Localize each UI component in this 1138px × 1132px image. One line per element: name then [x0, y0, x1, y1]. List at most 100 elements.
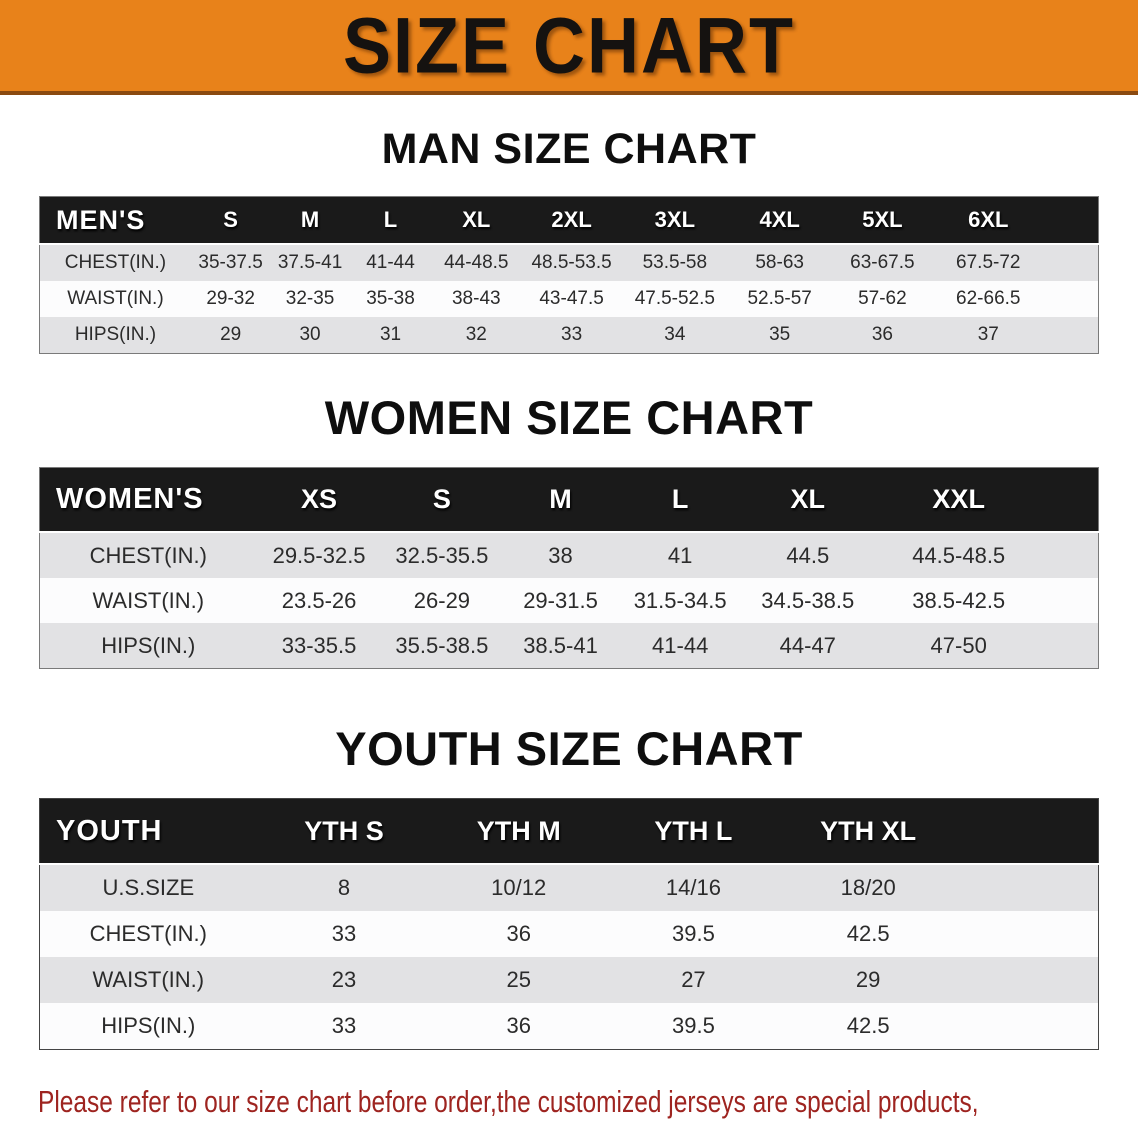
header-spacer-cell — [1043, 467, 1099, 533]
size-value-cell: 42.5 — [780, 911, 956, 957]
youth-size-table: YOUTH YTH S YTH M YTH L YTH XL U.S.SIZE … — [39, 798, 1099, 1050]
spacer-cell — [1043, 244, 1099, 281]
notice-line-2: we don't accept cancel, change, teturn o… — [38, 1125, 907, 1132]
women-table-title: WOMEN'S — [39, 467, 257, 533]
size-value-cell: 44-48.5 — [431, 244, 522, 281]
spacer-cell — [955, 1003, 1099, 1050]
size-value-cell: 35 — [727, 317, 832, 354]
size-value-cell: 41-44 — [618, 623, 742, 669]
size-column-header: 6XL — [933, 196, 1044, 245]
size-value-cell: 14/16 — [606, 864, 781, 911]
table-row: CHEST(IN.) 29.5-32.5 32.5-35.5 38 41 44.… — [39, 532, 1099, 578]
size-value-cell: 37 — [933, 317, 1044, 354]
size-value-cell: 31 — [349, 317, 432, 354]
size-column-header: 5XL — [831, 196, 934, 245]
men-header-row: MEN'S S M L XL 2XL 3XL 4XL 5XL 6XL — [39, 196, 1099, 245]
size-value-cell: 23.5-26 — [256, 578, 382, 623]
size-column-header: YTH S — [256, 798, 432, 865]
size-column-header: XL — [741, 467, 874, 533]
table-row: CHEST(IN.) 35-37.5 37.5-41 41-44 44-48.5… — [39, 244, 1099, 281]
youth-table-title: YOUTH — [39, 798, 257, 865]
size-column-header: 2XL — [521, 196, 622, 245]
row-label: CHEST(IN.) — [39, 244, 191, 281]
footer-notice: Please refer to our size chart before or… — [38, 1078, 1138, 1132]
size-value-cell: 38-43 — [431, 281, 522, 317]
size-value-cell: 29-32 — [190, 281, 271, 317]
row-label: CHEST(IN.) — [39, 911, 257, 957]
table-row: WAIST(IN.) 23 25 27 29 — [39, 957, 1099, 1003]
size-value-cell: 57-62 — [831, 281, 934, 317]
women-heading: WOMEN SIZE CHART — [324, 391, 814, 444]
size-value-cell: 33 — [256, 911, 432, 957]
size-value-cell: 32 — [431, 317, 522, 354]
spacer-cell — [955, 911, 1099, 957]
size-column-header: YTH L — [606, 798, 781, 865]
size-value-cell: 32.5-35.5 — [381, 532, 503, 578]
banner: SIZE CHART — [0, 0, 1138, 95]
size-value-cell: 36 — [831, 317, 934, 354]
spacer-cell — [955, 957, 1099, 1003]
header-spacer-cell — [1043, 196, 1099, 245]
size-value-cell: 36 — [431, 1003, 607, 1050]
size-value-cell: 67.5-72 — [933, 244, 1044, 281]
size-column-header: YTH XL — [780, 798, 956, 865]
size-value-cell: 38.5-42.5 — [873, 578, 1044, 623]
size-value-cell: 29.5-32.5 — [256, 532, 382, 578]
youth-section: YOUTH SIZE CHART YOUTH YTH S YTH M YTH L… — [0, 721, 1138, 1050]
size-value-cell: 44-47 — [741, 623, 874, 669]
size-value-cell: 29 — [190, 317, 271, 354]
row-label: U.S.SIZE — [39, 864, 257, 911]
table-row: U.S.SIZE 8 10/12 14/16 18/20 — [39, 864, 1099, 911]
size-value-cell: 53.5-58 — [621, 244, 728, 281]
size-value-cell: 42.5 — [780, 1003, 956, 1050]
size-value-cell: 44.5-48.5 — [873, 532, 1044, 578]
header-spacer-cell — [955, 798, 1099, 865]
size-value-cell: 47.5-52.5 — [621, 281, 728, 317]
size-column-header: L — [349, 196, 432, 245]
size-column-header: M — [270, 196, 350, 245]
size-value-cell: 30 — [270, 317, 350, 354]
spacer-cell — [1043, 578, 1099, 623]
size-value-cell: 39.5 — [606, 1003, 781, 1050]
size-column-header: 3XL — [621, 196, 728, 245]
size-value-cell: 8 — [256, 864, 432, 911]
row-label: CHEST(IN.) — [39, 532, 257, 578]
men-section: MAN SIZE CHART MEN'S S M L XL 2XL 3XL 4X… — [0, 125, 1138, 354]
size-value-cell: 10/12 — [431, 864, 607, 911]
size-column-header: L — [618, 467, 742, 533]
youth-header-row: YOUTH YTH S YTH M YTH L YTH XL — [39, 798, 1099, 865]
size-value-cell: 52.5-57 — [727, 281, 832, 317]
spacer-cell — [955, 864, 1099, 911]
size-column-header: S — [381, 467, 503, 533]
size-column-header: XS — [256, 467, 382, 533]
size-value-cell: 35-38 — [349, 281, 432, 317]
row-label: HIPS(IN.) — [39, 317, 191, 354]
spacer-cell — [1043, 532, 1099, 578]
row-label: HIPS(IN.) — [39, 623, 257, 669]
table-row: HIPS(IN.) 29 30 31 32 33 34 35 36 37 — [39, 317, 1099, 354]
size-value-cell: 33 — [256, 1003, 432, 1050]
men-table-title: MEN'S — [39, 196, 191, 245]
women-header-row: WOMEN'S XS S M L XL XXL — [39, 467, 1099, 533]
size-value-cell: 38.5-41 — [502, 623, 619, 669]
size-value-cell: 63-67.5 — [831, 244, 934, 281]
table-row: HIPS(IN.) 33-35.5 35.5-38.5 38.5-41 41-4… — [39, 623, 1099, 669]
spacer-cell — [1043, 623, 1099, 669]
size-value-cell: 33-35.5 — [256, 623, 382, 669]
size-value-cell: 39.5 — [606, 911, 781, 957]
size-value-cell: 44.5 — [741, 532, 874, 578]
size-value-cell: 41-44 — [349, 244, 432, 281]
women-size-table: WOMEN'S XS S M L XL XXL CHEST(IN.) 29.5-… — [39, 467, 1099, 669]
size-value-cell: 27 — [606, 957, 781, 1003]
row-label: WAIST(IN.) — [39, 281, 191, 317]
size-value-cell: 36 — [431, 911, 607, 957]
size-column-header: XL — [431, 196, 522, 245]
table-row: WAIST(IN.) 29-32 32-35 35-38 38-43 43-47… — [39, 281, 1099, 317]
spacer-cell — [1043, 281, 1099, 317]
size-value-cell: 26-29 — [381, 578, 503, 623]
size-value-cell: 23 — [256, 957, 432, 1003]
table-row: HIPS(IN.) 33 36 39.5 42.5 — [39, 1003, 1099, 1050]
size-value-cell: 35-37.5 — [190, 244, 271, 281]
youth-heading: YOUTH SIZE CHART — [335, 722, 803, 775]
men-heading: MAN SIZE CHART — [381, 125, 757, 173]
